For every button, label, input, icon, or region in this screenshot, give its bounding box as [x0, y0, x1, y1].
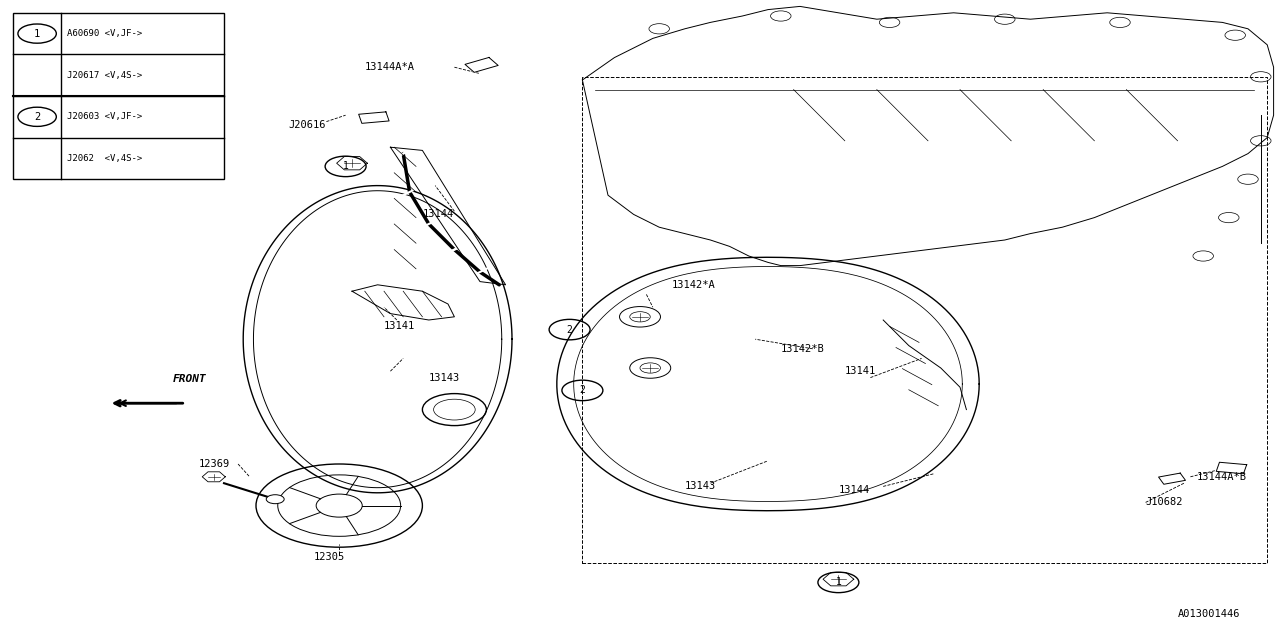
- Text: 2: 2: [567, 324, 572, 335]
- Text: 13143: 13143: [429, 372, 460, 383]
- Text: 13143: 13143: [685, 481, 716, 492]
- Polygon shape: [337, 157, 367, 170]
- Text: 2: 2: [580, 385, 585, 396]
- Text: J20616: J20616: [288, 120, 325, 130]
- Text: 13144A*A: 13144A*A: [365, 62, 415, 72]
- Text: FRONT: FRONT: [173, 374, 206, 384]
- Text: 12305: 12305: [314, 552, 344, 562]
- Bar: [13, 13, 224, 179]
- Text: J20603 <V,JF->: J20603 <V,JF->: [67, 112, 142, 122]
- Polygon shape: [202, 472, 225, 482]
- Polygon shape: [352, 285, 454, 320]
- Polygon shape: [823, 573, 854, 586]
- Text: 1: 1: [343, 161, 348, 172]
- Text: 13144A*B: 13144A*B: [1197, 472, 1247, 482]
- Polygon shape: [883, 320, 966, 410]
- Text: 13144: 13144: [838, 484, 869, 495]
- Text: 1: 1: [35, 29, 40, 38]
- Text: 13144: 13144: [422, 209, 453, 220]
- Text: 1: 1: [836, 577, 841, 588]
- Text: J10682: J10682: [1146, 497, 1183, 508]
- Circle shape: [620, 307, 660, 327]
- Text: A60690 <V,JF->: A60690 <V,JF->: [67, 29, 142, 38]
- Text: 2: 2: [35, 112, 40, 122]
- Circle shape: [630, 358, 671, 378]
- Text: A013001446: A013001446: [1178, 609, 1240, 620]
- Text: 13142*A: 13142*A: [672, 280, 716, 290]
- Text: 12369: 12369: [198, 459, 229, 469]
- Polygon shape: [1216, 462, 1247, 474]
- Text: J2062  <V,4S->: J2062 <V,4S->: [67, 154, 142, 163]
- Text: J20617 <V,4S->: J20617 <V,4S->: [67, 70, 142, 80]
- Polygon shape: [390, 147, 506, 285]
- Polygon shape: [1158, 473, 1185, 484]
- Text: 13141: 13141: [384, 321, 415, 332]
- Text: 13141: 13141: [845, 366, 876, 376]
- Circle shape: [266, 495, 284, 504]
- Polygon shape: [465, 58, 498, 72]
- Text: 13142*B: 13142*B: [781, 344, 824, 354]
- Polygon shape: [358, 112, 389, 124]
